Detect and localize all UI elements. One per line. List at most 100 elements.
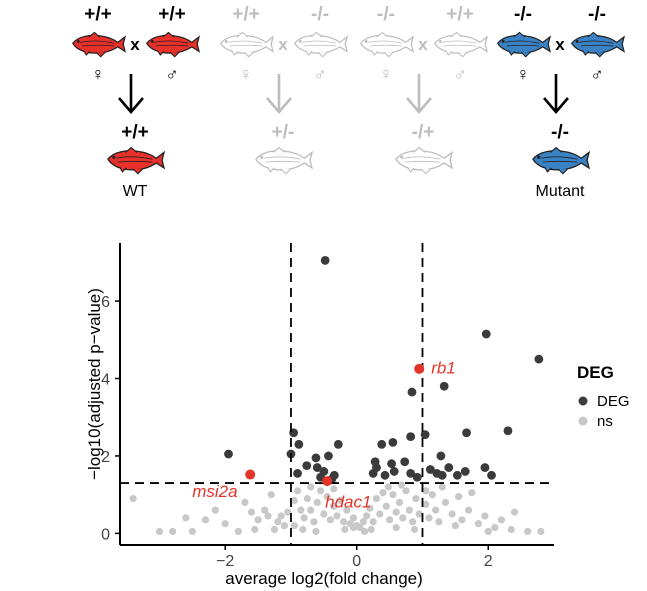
cross-symbol: x bbox=[418, 35, 428, 54]
offspring-fish-icon bbox=[532, 146, 591, 175]
arrow-head-icon bbox=[266, 97, 292, 114]
ns-point bbox=[293, 487, 302, 495]
deg-point bbox=[503, 426, 513, 436]
male-symbol-icon: ♂ bbox=[313, 64, 327, 84]
ns-point bbox=[474, 520, 482, 528]
ns-point bbox=[277, 512, 285, 520]
ns-point bbox=[395, 498, 404, 507]
highlight-point bbox=[414, 363, 425, 374]
male-fish-icon bbox=[294, 31, 349, 58]
ns-point bbox=[359, 518, 367, 526]
deg-point bbox=[329, 470, 339, 480]
fish-body bbox=[434, 34, 489, 54]
fish-stripes bbox=[367, 40, 403, 47]
ns-point bbox=[254, 516, 262, 524]
x-tick-label: −2 bbox=[216, 553, 234, 570]
fish-eye bbox=[224, 40, 228, 43]
threshold-lines bbox=[120, 243, 554, 545]
ns-point bbox=[341, 525, 349, 534]
ns-point bbox=[349, 514, 358, 522]
deg-point bbox=[368, 468, 378, 478]
ns-point bbox=[425, 514, 433, 522]
deg-point bbox=[312, 463, 322, 472]
deg-point bbox=[400, 457, 410, 467]
ns-point bbox=[155, 527, 164, 536]
parent-genotype-female: +/+ bbox=[84, 4, 111, 25]
y-tick-label: 6 bbox=[101, 294, 110, 311]
ns-point bbox=[397, 481, 406, 489]
deg-point bbox=[387, 459, 396, 469]
fish-stripes bbox=[79, 40, 115, 47]
fish-fins bbox=[582, 31, 605, 58]
offspring-genotype: +/- bbox=[272, 122, 295, 143]
ns-point bbox=[270, 525, 279, 534]
ns-point bbox=[379, 489, 387, 497]
deg-point bbox=[311, 453, 321, 463]
fish-fins bbox=[544, 146, 569, 175]
fish-stripes bbox=[504, 40, 540, 47]
deg-point bbox=[460, 467, 470, 476]
fish-eye bbox=[438, 40, 442, 43]
fish-stripes bbox=[263, 156, 301, 163]
ns-point bbox=[300, 514, 308, 522]
y-tick-label: 0 bbox=[101, 526, 110, 543]
deg-point bbox=[407, 387, 417, 397]
cross-symbol: x bbox=[278, 35, 288, 54]
ns-point bbox=[432, 506, 440, 514]
fish-fins bbox=[83, 31, 106, 58]
ns-point bbox=[303, 494, 312, 503]
offspring-label: WT bbox=[123, 183, 148, 200]
parent-genotype-male: -/- bbox=[311, 4, 329, 25]
ns-point bbox=[333, 512, 341, 520]
ns-point bbox=[422, 500, 430, 508]
ns-points bbox=[129, 481, 545, 536]
deg-point bbox=[487, 470, 496, 480]
ns-point bbox=[267, 491, 275, 499]
fish-stripes bbox=[227, 40, 263, 47]
deg-point bbox=[293, 468, 302, 478]
ns-point bbox=[389, 491, 397, 499]
parent-genotype-male: +/+ bbox=[446, 4, 473, 25]
deg-point bbox=[452, 470, 462, 480]
parent-genotype-female: -/- bbox=[514, 4, 532, 25]
fish-eye bbox=[575, 40, 579, 43]
deg-point bbox=[406, 468, 416, 478]
fish-fins bbox=[231, 31, 254, 58]
fish-fins bbox=[119, 146, 144, 175]
ns-point bbox=[412, 494, 420, 503]
fish-fins bbox=[508, 31, 531, 58]
fish-body bbox=[360, 34, 415, 54]
ns-point bbox=[211, 506, 219, 514]
deg-point bbox=[534, 354, 544, 364]
male-fish-icon bbox=[434, 31, 489, 58]
male-symbol-icon: ♂ bbox=[165, 64, 179, 84]
deg-point bbox=[420, 430, 430, 440]
offspring-label: Mutant bbox=[536, 183, 585, 200]
x-tick-label: 2 bbox=[484, 553, 493, 570]
ns-point bbox=[399, 514, 407, 522]
fish-stripes bbox=[301, 40, 337, 47]
cross-4: -/- -/- x ♀ ♂ -/- Mutant bbox=[497, 4, 626, 200]
ns-point bbox=[284, 508, 292, 516]
ns-point bbox=[316, 487, 325, 495]
male-fish-icon bbox=[571, 31, 626, 58]
deg-point bbox=[302, 461, 312, 471]
highlight-point bbox=[245, 469, 256, 480]
ns-point bbox=[464, 506, 473, 514]
ns-point bbox=[428, 491, 436, 499]
fish-stripes bbox=[403, 156, 441, 163]
ns-point bbox=[234, 527, 242, 536]
deg-point bbox=[377, 439, 387, 449]
ns-point bbox=[422, 487, 430, 495]
arrow-head-icon bbox=[118, 97, 144, 114]
fish-fins bbox=[267, 146, 292, 175]
ns-point bbox=[310, 518, 318, 526]
fish-body bbox=[220, 34, 275, 54]
fish-body bbox=[255, 150, 314, 171]
male-fish-icon bbox=[146, 31, 201, 58]
x-tick-label: 0 bbox=[352, 553, 361, 570]
fish-body bbox=[107, 150, 166, 171]
ns-point bbox=[367, 525, 375, 534]
legend-ns-label: ns bbox=[597, 413, 613, 430]
